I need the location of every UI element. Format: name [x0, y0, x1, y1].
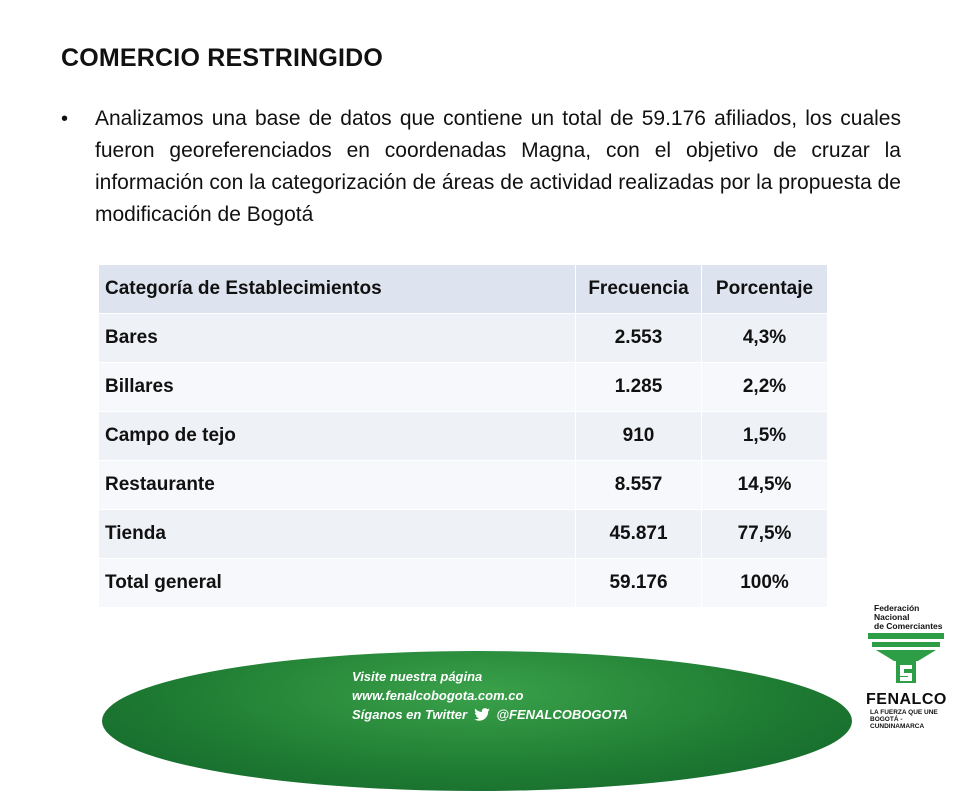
cell-frequency: 8.557: [575, 460, 702, 510]
table-row-total: Total general 59.176 100%: [98, 558, 828, 608]
cell-category: Billares: [98, 362, 576, 412]
table-row: Bares 2.553 4,3%: [98, 313, 828, 363]
logo-top-line1: Federación Nacional: [874, 603, 920, 622]
logo-name: FENALCO: [866, 691, 947, 708]
fenalco-emblem-icon: [868, 633, 944, 683]
cell-frequency: 910: [575, 411, 702, 461]
cell-category: Total general: [98, 558, 576, 608]
twitter-bird-icon: [473, 707, 490, 726]
establishments-table: Categoría de Establecimientos Frecuencia…: [98, 264, 828, 608]
cell-category: Campo de tejo: [98, 411, 576, 461]
cell-frequency: 45.871: [575, 509, 702, 559]
cell-percentage: 4,3%: [701, 313, 828, 363]
footer-twitter-line[interactable]: Síganos en Twitter @FENALCOBOGOTA: [352, 705, 652, 726]
header-percentage: Porcentaje: [701, 264, 828, 314]
bullet-text: Analizamos una base de datos que contien…: [95, 107, 901, 226]
table-header-row: Categoría de Establecimientos Frecuencia…: [98, 264, 828, 314]
header-frequency: Frecuencia: [575, 264, 702, 314]
table-row: Billares 1.285 2,2%: [98, 362, 828, 412]
cell-category: Bares: [98, 313, 576, 363]
table-row: Campo de tejo 910 1,5%: [98, 411, 828, 461]
cell-percentage: 2,2%: [701, 362, 828, 412]
footer-text: Visite nuestra página www.fenalcobogota.…: [352, 667, 652, 726]
logo-top-line2: de Comerciantes: [874, 621, 943, 631]
cell-percentage: 1,5%: [701, 411, 828, 461]
cell-percentage: 100%: [701, 558, 828, 608]
cell-frequency: 59.176: [575, 558, 702, 608]
footer-website-line[interactable]: Visite nuestra página www.fenalcobogota.…: [352, 669, 524, 703]
logo-slogan-line2: BOGOTÁ - CUNDINAMARCA: [870, 716, 925, 730]
bullet-icon: •: [61, 108, 69, 130]
logo-slogan-line1: LA FUERZA QUE UNE: [870, 709, 938, 716]
cell-frequency: 2.553: [575, 313, 702, 363]
cell-percentage: 77,5%: [701, 509, 828, 559]
table-row: Restaurante 8.557 14,5%: [98, 460, 828, 510]
table-row: Tienda 45.871 77,5%: [98, 509, 828, 559]
cell-category: Tienda: [98, 509, 576, 559]
bullet-paragraph: • Analizamos una base de datos que conti…: [61, 103, 901, 231]
fenalco-logo: Federación Nacional de Comerciantes FENA…: [866, 604, 947, 731]
slide-title: COMERCIO RESTRINGIDO: [61, 44, 384, 72]
logo-top-text: Federación Nacional de Comerciantes: [874, 604, 946, 631]
cell-frequency: 1.285: [575, 362, 702, 412]
header-category: Categoría de Establecimientos: [98, 264, 576, 314]
cell-category: Restaurante: [98, 460, 576, 510]
footer-twitter-handle: @FENALCOBOGOTA: [496, 707, 628, 722]
cell-percentage: 14,5%: [701, 460, 828, 510]
footer-twitter-prefix: Síganos en Twitter: [352, 707, 468, 722]
